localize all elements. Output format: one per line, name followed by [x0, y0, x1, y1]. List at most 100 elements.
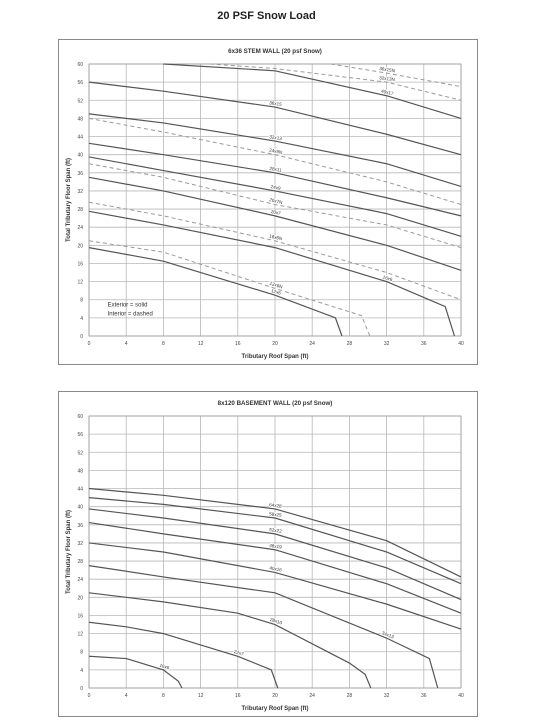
series-label: 22x7 — [233, 649, 244, 657]
x-tick-label: 16 — [235, 341, 241, 347]
y-tick-label: 16 — [77, 261, 83, 267]
y-tick-label: 40 — [77, 153, 83, 159]
legend-annotation: Exterior = solid — [108, 303, 148, 309]
x-tick-label: 12 — [198, 693, 204, 699]
series-label: 28x10 — [269, 617, 283, 626]
basement-wall-chart-svg: 8x120 BASEMENT WALL (20 psf Snow)0 4 8 12 16… — [66, 400, 464, 712]
series-line-16x6n — [88, 201, 462, 301]
series-label: 46x19 — [269, 543, 283, 550]
y-tick-label: 0 — [80, 686, 83, 692]
series-line-12x6 — [88, 247, 343, 337]
y-tick-label: 44 — [77, 487, 83, 493]
x-tick-label: 16 — [235, 693, 241, 699]
y-tick-label: 28 — [77, 559, 83, 565]
series-line-36x15n — [330, 63, 462, 88]
x-tick-label: 28 — [347, 693, 353, 699]
y-axis-label: Total Tributary Floor Span (ft) — [66, 510, 72, 594]
series-label: 28x11 — [269, 166, 282, 173]
series-line-58x25 — [88, 497, 462, 585]
series-label: 40x17 — [381, 89, 395, 97]
series-label: 58x25 — [269, 511, 282, 518]
series-line-34x13 — [88, 565, 439, 689]
x-tick-label: 36 — [421, 341, 427, 347]
series-line-40x17 — [163, 63, 462, 119]
y-axis-label: Total Tributary Floor Span (ft) — [66, 158, 72, 242]
chart-title: 6x36 STEM WALL (20 psf Snow) — [228, 48, 322, 55]
series-label: 16x6N — [269, 233, 283, 241]
y-tick-label: 32 — [77, 541, 83, 547]
y-tick-label: 40 — [77, 505, 83, 511]
x-tick-label: 28 — [347, 341, 353, 347]
y-tick-label: 48 — [77, 116, 83, 122]
basement-wall-chart: 8x120 BASEMENT WALL (20 psf Snow) 0 4 8 12 16… — [58, 391, 478, 717]
x-tick-label: 24 — [309, 341, 315, 347]
series-line-28x10 — [88, 592, 372, 689]
series-label: 40x16 — [269, 565, 283, 572]
series-label: 12x6 — [271, 288, 282, 296]
series-line-32x13 — [88, 113, 462, 187]
x-tick-label: 20 — [272, 693, 278, 699]
x-tick-label: 0 — [88, 693, 91, 699]
y-tick-label: 8 — [80, 298, 83, 304]
x-tick-label: 40 — [458, 341, 464, 347]
series-label: 16x6 — [382, 274, 393, 282]
series-line-16x6 — [88, 210, 456, 337]
y-tick-label: 60 — [77, 414, 83, 420]
series-line-24x9 — [88, 156, 462, 237]
y-tick-label: 24 — [77, 577, 83, 583]
series-line-24x9n — [88, 117, 462, 206]
y-tick-label: 44 — [77, 135, 83, 141]
x-tick-label: 4 — [125, 693, 128, 699]
y-tick-label: 0 — [80, 334, 83, 340]
series-line-32x13n — [209, 63, 462, 101]
series-line-36x15 — [88, 81, 462, 156]
series-label: 20x7 — [270, 209, 281, 216]
y-tick-label: 52 — [77, 450, 83, 456]
y-tick-label: 52 — [77, 98, 83, 104]
y-tick-label: 56 — [77, 432, 83, 438]
series-label: 34x13 — [381, 630, 395, 640]
x-axis-label: Tributary Roof Span (ft) — [242, 706, 309, 712]
x-axis-label: Tributary Roof Span (ft) — [242, 354, 309, 360]
y-tick-label: 12 — [77, 632, 83, 638]
x-tick-label: 0 — [88, 341, 91, 347]
series-label: 36x15 — [269, 100, 283, 107]
series-label: 16x6 — [159, 663, 170, 671]
y-tick-label: 36 — [77, 171, 83, 177]
stem-wall-chart-svg: 6x36 STEM WALL (20 psf Snow)0 4 8 12 16 20 24 2… — [66, 48, 464, 360]
series-line-22x7 — [88, 621, 279, 689]
series-line-40x16 — [88, 542, 462, 630]
series-label: 20x7N — [269, 197, 283, 205]
y-tick-label: 8 — [80, 650, 83, 656]
series-label: 12x6N — [269, 281, 283, 290]
series-line-16x6 — [88, 655, 183, 689]
series-line-20x7 — [88, 176, 462, 271]
page-title: 20 PSF Snow Load — [217, 10, 316, 22]
y-tick-label: 36 — [77, 523, 83, 529]
series-label: 64x28 — [269, 502, 282, 509]
series-line-20x7n — [88, 163, 462, 249]
x-tick-label: 12 — [198, 341, 204, 347]
series-label: 32x13 — [269, 134, 283, 141]
y-tick-label: 28 — [77, 207, 83, 213]
y-tick-label: 48 — [77, 468, 83, 474]
series-label: 24x9 — [270, 184, 281, 191]
plot-area — [88, 415, 462, 689]
series-label: 24x9N — [269, 147, 283, 155]
y-tick-label: 12 — [77, 280, 83, 286]
y-tick-label: 20 — [77, 595, 83, 601]
x-tick-label: 40 — [458, 693, 464, 699]
series-label: 32x13N — [379, 75, 395, 82]
y-tick-label: 20 — [77, 243, 83, 249]
y-tick-label: 56 — [77, 80, 83, 86]
chart-title: 8x120 BASEMENT WALL (20 psf Snow) — [218, 400, 333, 407]
series-label: 52x22 — [269, 527, 283, 534]
x-tick-label: 8 — [162, 341, 165, 347]
x-tick-label: 36 — [421, 693, 427, 699]
x-tick-label: 4 — [125, 341, 128, 347]
x-tick-label: 20 — [272, 341, 278, 347]
y-tick-label: 4 — [80, 316, 83, 322]
y-tick-label: 60 — [77, 62, 83, 68]
x-tick-label: 8 — [162, 693, 165, 699]
series-line-64x28 — [88, 487, 462, 578]
